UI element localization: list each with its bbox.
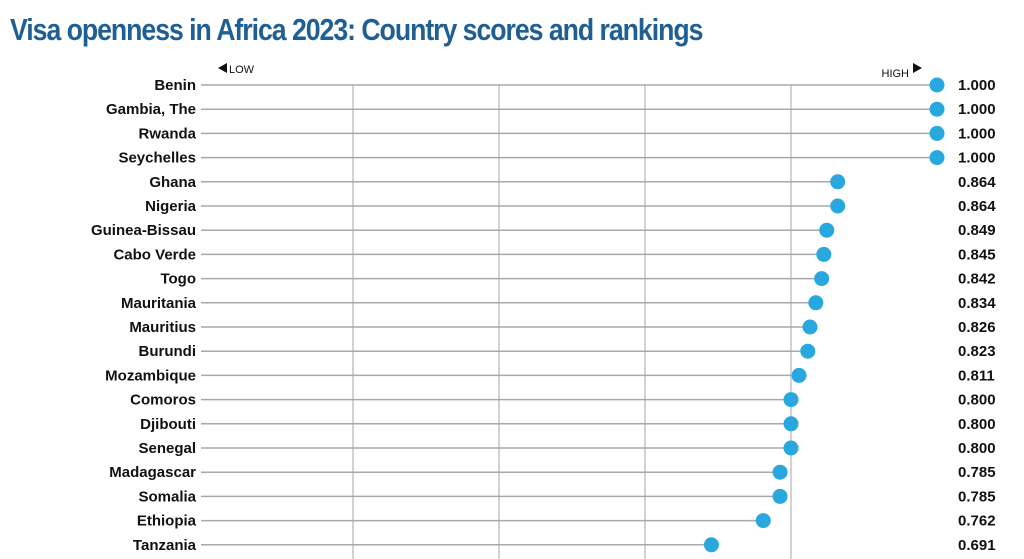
value-label: 0.842 [958, 271, 996, 288]
data-point [755, 513, 771, 529]
country-label: Cabo Verde [113, 246, 196, 263]
value-label: 0.800 [958, 440, 996, 457]
data-point [929, 77, 945, 93]
value-label: 0.762 [958, 513, 996, 530]
value-label: 0.811 [958, 367, 995, 384]
data-point [819, 222, 835, 238]
value-label: 0.785 [958, 464, 996, 481]
value-label: 0.845 [958, 246, 996, 263]
country-label: Mauritius [129, 319, 196, 336]
value-label: 0.826 [958, 319, 996, 336]
value-label: 0.864 [958, 174, 996, 191]
data-point [929, 150, 945, 166]
data-point [830, 198, 846, 214]
value-label: 0.864 [958, 198, 996, 215]
data-point [783, 392, 799, 408]
data-point [772, 488, 788, 504]
country-label: Seychelles [118, 150, 196, 167]
value-label: 0.785 [958, 488, 996, 505]
data-point [816, 246, 832, 262]
country-label: Nigeria [145, 198, 197, 215]
country-label: Rwanda [138, 125, 196, 142]
data-point [800, 343, 816, 359]
data-point [929, 101, 945, 117]
data-point [929, 125, 945, 141]
country-label: Burundi [139, 343, 197, 360]
country-label: Gambia, The [106, 101, 196, 118]
value-label: 1.000 [958, 125, 996, 142]
country-label: Somalia [138, 488, 196, 505]
country-label: Mozambique [105, 367, 196, 384]
country-label: Guinea-Bissau [91, 222, 196, 239]
value-label: 1.000 [958, 150, 996, 167]
country-label: Tanzania [133, 537, 197, 554]
data-point [703, 537, 719, 553]
data-point [772, 464, 788, 480]
value-label: 0.834 [958, 295, 996, 312]
value-label: 1.000 [958, 101, 996, 118]
country-label: Benin [154, 77, 196, 94]
country-label: Madagascar [109, 464, 196, 481]
data-point [814, 271, 830, 287]
country-label: Djibouti [140, 416, 196, 433]
value-label: 0.691 [958, 537, 996, 554]
high-label: HIGH [882, 68, 910, 80]
value-label: 1.000 [958, 77, 996, 94]
value-label: 0.800 [958, 416, 996, 433]
data-point [783, 440, 799, 456]
data-point [791, 367, 807, 383]
country-label: Senegal [138, 440, 196, 457]
country-label: Ethiopia [137, 513, 197, 530]
data-point [783, 416, 799, 432]
low-label: LOW [229, 64, 255, 76]
value-label: 0.849 [958, 222, 996, 239]
country-label: Togo [160, 271, 196, 288]
left-arrow-icon [218, 63, 227, 73]
data-point [808, 295, 824, 311]
country-label: Comoros [130, 392, 196, 409]
chart-title: Visa openness in Africa 2023: Country sc… [10, 12, 703, 47]
right-arrow-icon [913, 63, 922, 73]
country-label: Mauritania [121, 295, 197, 312]
value-label: 0.800 [958, 392, 996, 409]
value-label: 0.823 [958, 343, 996, 360]
data-point [802, 319, 818, 335]
data-point [830, 174, 846, 190]
country-label: Ghana [149, 174, 196, 191]
